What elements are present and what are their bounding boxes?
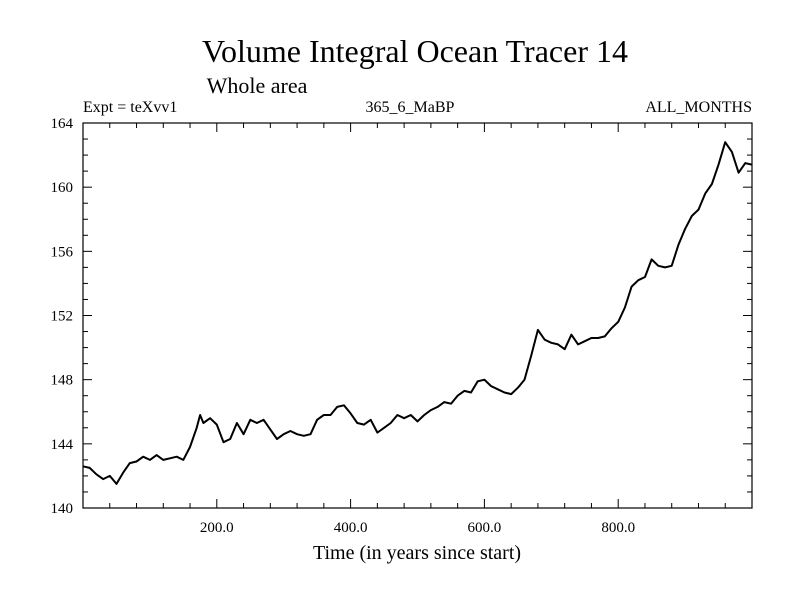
x-axis-ticks: 200.0 400.0 600.0 800.0 [109, 123, 726, 536]
chart-title: Volume Integral Ocean Tracer 14 [202, 33, 628, 69]
series-line [82, 141, 753, 485]
y-tick-label: 160 [51, 180, 74, 196]
x-tick-label: 800.0 [601, 520, 635, 536]
months-label: ALL_MONTHS [645, 99, 752, 116]
plot-frame [82, 122, 753, 509]
chart-subtitle: Whole area [207, 73, 308, 98]
expt-label: Expt = teXvv1 [83, 99, 177, 116]
y-tick-label: 144 [51, 437, 74, 453]
x-tick-label: 200.0 [200, 520, 234, 536]
run-label: 365_6_MaBP [366, 99, 455, 116]
y-tick-label: 152 [51, 309, 74, 325]
x-tick-label: 600.0 [468, 520, 502, 536]
y-axis-ticks: 140 144 148 152 156 160 164 [51, 116, 752, 517]
x-axis-label: Time (in years since start) [313, 542, 521, 564]
y-tick-label: 140 [51, 501, 74, 517]
x-tick-label: 400.0 [334, 520, 368, 536]
y-tick-label: 164 [51, 116, 74, 132]
y-tick-label: 148 [51, 373, 74, 389]
series-layer [82, 141, 753, 485]
y-tick-label: 156 [51, 244, 74, 260]
